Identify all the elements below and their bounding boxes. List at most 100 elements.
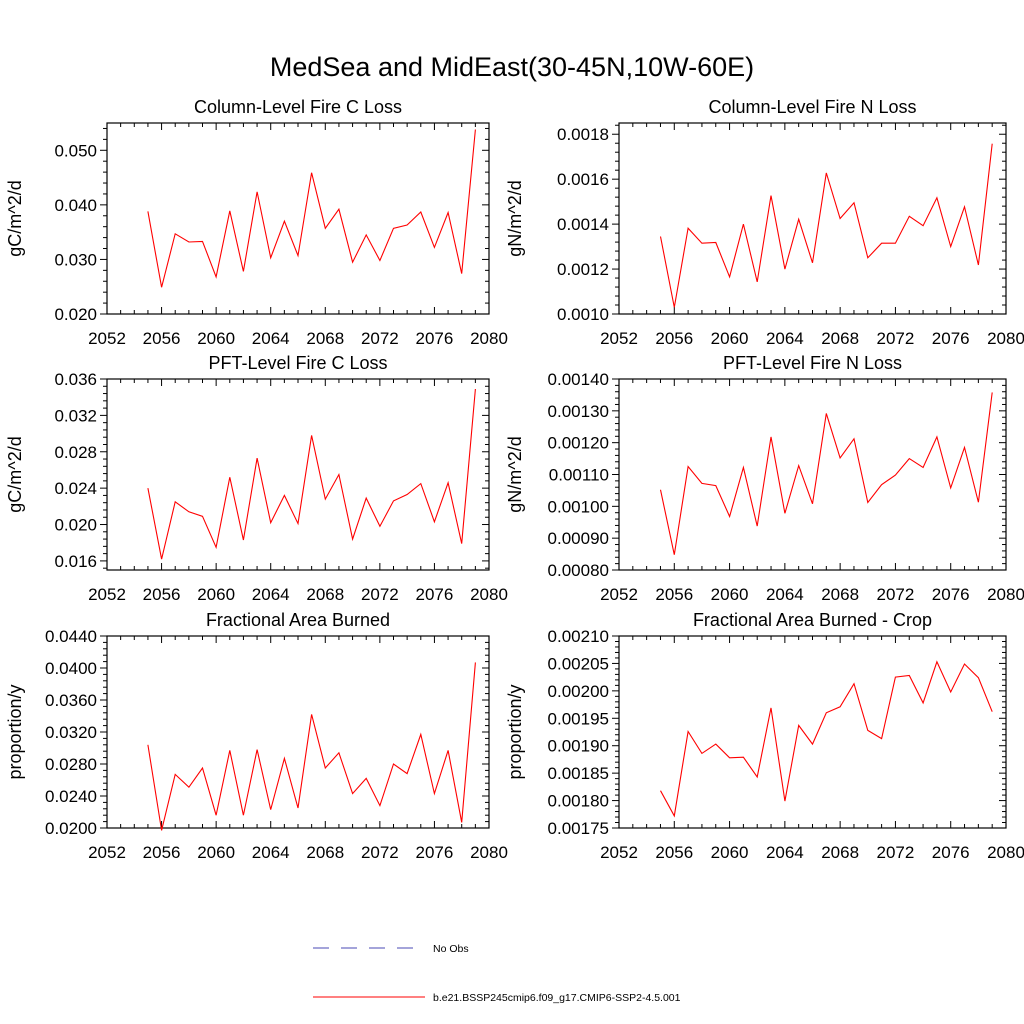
plot-frame bbox=[106, 378, 490, 571]
x-tick-label: 2068 bbox=[306, 585, 344, 604]
x-tick-label: 2064 bbox=[766, 585, 804, 604]
panels: 2052 2056 2060 2064 2068 2072 2076 2080 0.020 0.0… bbox=[5, 97, 1024, 862]
x-tick-label: 2060 bbox=[711, 585, 749, 604]
figure-title: MedSea and MidEast(30-45N,10W-60E) bbox=[270, 52, 754, 82]
y-tick-label: 0.040 bbox=[54, 196, 97, 215]
x-tick-label: 2072 bbox=[361, 585, 399, 604]
panel-4: 2052 2056 2060 2064 2068 2072 2076 2080 0.00080 0… bbox=[505, 353, 1024, 604]
y-tick-label: 0.0200 bbox=[45, 819, 97, 838]
y-tick-label: 0.00205 bbox=[548, 654, 609, 673]
y-axis-label: proportion/y bbox=[505, 684, 525, 779]
x-tick-label: 2080 bbox=[470, 843, 508, 862]
x-tick-label: 2064 bbox=[252, 329, 290, 348]
plot-frame bbox=[106, 635, 490, 829]
y-tick-label: 0.00090 bbox=[548, 529, 609, 548]
x-tick-label: 2056 bbox=[655, 585, 693, 604]
x-tick-label: 2068 bbox=[306, 843, 344, 862]
x-tick-label: 2056 bbox=[143, 843, 181, 862]
x-tick-label: 2080 bbox=[987, 585, 1024, 604]
panel-title: Column-Level Fire N Loss bbox=[708, 97, 916, 117]
y-tick-label: 0.0016 bbox=[557, 170, 609, 189]
y-tick-label: 0.00185 bbox=[548, 764, 609, 783]
x-tick-label: 2056 bbox=[143, 329, 181, 348]
x-tick-label: 2072 bbox=[877, 329, 915, 348]
y-tick-label: 0.00120 bbox=[548, 434, 609, 453]
x-tick-label: 2076 bbox=[416, 585, 454, 604]
y-tick-label: 0.0280 bbox=[45, 755, 97, 774]
x-tick-label: 2052 bbox=[600, 843, 638, 862]
y-tick-label: 0.00080 bbox=[548, 561, 609, 580]
y-tick-label: 0.00100 bbox=[548, 497, 609, 516]
y-tick-label: 0.00210 bbox=[548, 627, 609, 646]
series-line bbox=[659, 392, 993, 555]
x-tick-label: 2052 bbox=[600, 585, 638, 604]
y-axis-label: gC/m^2/d bbox=[5, 436, 25, 512]
x-tick-label: 2080 bbox=[987, 843, 1024, 862]
x-tick-label: 2064 bbox=[766, 843, 804, 862]
legend-label: No Obs bbox=[433, 943, 469, 955]
panel-title: Column-Level Fire C Loss bbox=[194, 97, 402, 117]
x-tick-label: 2076 bbox=[932, 843, 970, 862]
x-tick-label: 2068 bbox=[306, 329, 344, 348]
y-tick-label: 0.0440 bbox=[45, 627, 97, 646]
panel-5: 2052 2056 2060 2064 2068 2072 2076 2080 0.0200 0.… bbox=[5, 610, 508, 862]
x-tick-label: 2080 bbox=[470, 329, 508, 348]
x-tick-label: 2068 bbox=[821, 843, 859, 862]
y-axis-label: gN/m^2/d bbox=[505, 180, 525, 256]
x-tick-label: 2080 bbox=[987, 329, 1024, 348]
plot-frame bbox=[618, 122, 1007, 315]
x-tick-label: 2060 bbox=[197, 585, 235, 604]
x-tick-label: 2052 bbox=[600, 329, 638, 348]
x-tick-label: 2068 bbox=[821, 329, 859, 348]
x-tick-label: 2076 bbox=[416, 843, 454, 862]
x-tick-label: 2060 bbox=[197, 329, 235, 348]
x-tick-label: 2072 bbox=[877, 585, 915, 604]
plot-frame bbox=[618, 378, 1007, 571]
x-tick-label: 2060 bbox=[711, 329, 749, 348]
x-tick-label: 2072 bbox=[361, 329, 399, 348]
x-tick-label: 2072 bbox=[877, 843, 915, 862]
x-tick-label: 2060 bbox=[711, 843, 749, 862]
y-tick-label: 0.0400 bbox=[45, 659, 97, 678]
y-tick-label: 0.00110 bbox=[549, 466, 609, 485]
panel-2: 2052 2056 2060 2064 2068 2072 2076 2080 0.0010 0.… bbox=[505, 97, 1024, 348]
y-tick-label: 0.0014 bbox=[557, 215, 609, 234]
x-tick-label: 2072 bbox=[361, 843, 399, 862]
y-tick-label: 0.032 bbox=[54, 406, 97, 425]
series-line bbox=[147, 129, 476, 288]
panel-6: 2052 2056 2060 2064 2068 2072 2076 2080 0.00175 0… bbox=[505, 610, 1024, 862]
y-tick-label: 0.030 bbox=[54, 250, 97, 269]
x-tick-label: 2064 bbox=[252, 585, 290, 604]
y-tick-label: 0.00195 bbox=[548, 709, 609, 728]
y-axis-label: proportion/y bbox=[5, 684, 25, 779]
x-tick-label: 2076 bbox=[416, 329, 454, 348]
x-tick-label: 2076 bbox=[932, 329, 970, 348]
y-tick-label: 0.028 bbox=[54, 443, 97, 462]
x-tick-label: 2064 bbox=[766, 329, 804, 348]
y-tick-label: 0.00130 bbox=[548, 402, 609, 421]
y-tick-label: 0.0018 bbox=[557, 125, 609, 144]
x-tick-label: 2056 bbox=[143, 585, 181, 604]
x-tick-label: 2056 bbox=[655, 329, 693, 348]
y-tick-label: 0.024 bbox=[54, 479, 97, 498]
x-tick-label: 2052 bbox=[88, 585, 126, 604]
y-tick-label: 0.050 bbox=[54, 141, 97, 160]
y-tick-label: 0.020 bbox=[54, 516, 97, 535]
y-tick-label: 0.0010 bbox=[557, 305, 609, 324]
y-tick-label: 0.00175 bbox=[548, 819, 609, 838]
x-tick-label: 2056 bbox=[655, 843, 693, 862]
x-tick-label: 2052 bbox=[88, 329, 126, 348]
panel-title: Fractional Area Burned - Crop bbox=[693, 610, 932, 630]
panel-title: PFT-Level Fire N Loss bbox=[723, 353, 902, 373]
y-tick-label: 0.016 bbox=[54, 552, 97, 571]
series-line bbox=[147, 388, 476, 560]
x-tick-label: 2076 bbox=[932, 585, 970, 604]
series-line bbox=[659, 143, 993, 308]
x-tick-label: 2052 bbox=[88, 843, 126, 862]
x-tick-label: 2068 bbox=[821, 585, 859, 604]
y-tick-label: 0.0320 bbox=[45, 723, 97, 742]
y-tick-label: 0.00200 bbox=[548, 682, 609, 701]
plot-frame bbox=[106, 122, 490, 315]
y-tick-label: 0.020 bbox=[54, 305, 97, 324]
